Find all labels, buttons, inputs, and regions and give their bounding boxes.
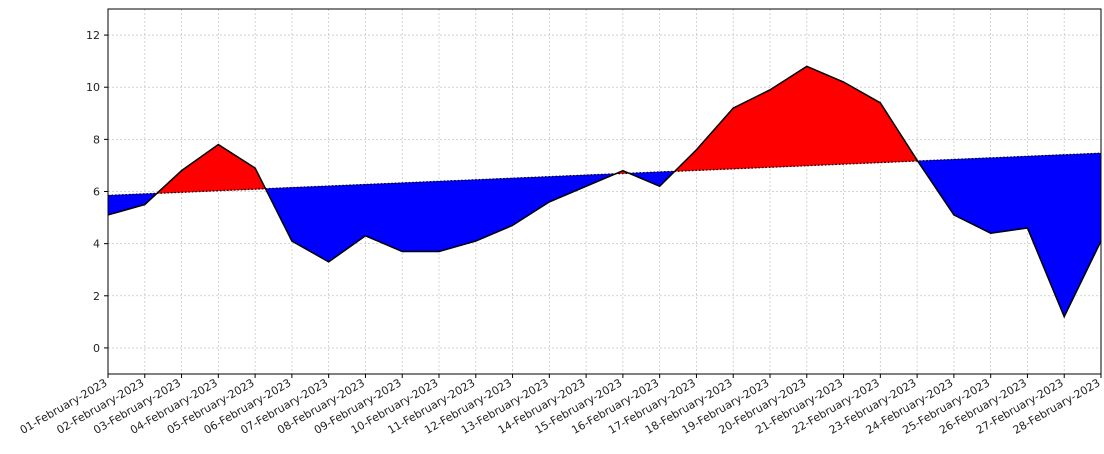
y-axis: 0 2 4 6 8 10 12 <box>86 29 108 355</box>
fill-below-7 <box>291 185 329 263</box>
y-tick-label-2: 4 <box>93 238 100 251</box>
y-tick-label-4: 8 <box>93 133 100 146</box>
fill-above-23 <box>769 65 808 168</box>
fill-below-11 <box>438 179 477 252</box>
fill-below-13 <box>512 176 550 226</box>
y-tick-label-3: 6 <box>93 186 100 199</box>
y-tick-label-6: 12 <box>86 29 100 42</box>
fill-above-24 <box>806 65 844 167</box>
fills <box>107 65 1102 317</box>
fill-below-30 <box>990 155 1028 234</box>
y-tick-label-1: 2 <box>93 290 100 303</box>
trend-line <box>107 152 1102 197</box>
series-line <box>107 65 1102 319</box>
fill-below-0 <box>107 193 146 216</box>
y-tick-label-0: 0 <box>93 342 100 355</box>
fill-above-3 <box>181 143 219 193</box>
fill-above-22 <box>732 89 771 170</box>
fill-above-4 <box>218 144 256 192</box>
y-tick-label-5: 10 <box>86 81 100 94</box>
x-axis: 01-February-202302-February-202303-Febru… <box>18 374 1103 437</box>
fill-below-29 <box>953 157 991 234</box>
fill-below-10 <box>401 181 440 252</box>
fill-below-9 <box>365 182 403 252</box>
fill-below-8 <box>328 184 366 263</box>
lines <box>107 65 1102 319</box>
fill-below-32 <box>1063 152 1102 317</box>
fill-below-31 <box>1027 154 1065 317</box>
fill-above-25 <box>843 81 881 165</box>
fill-below-12 <box>475 177 513 242</box>
